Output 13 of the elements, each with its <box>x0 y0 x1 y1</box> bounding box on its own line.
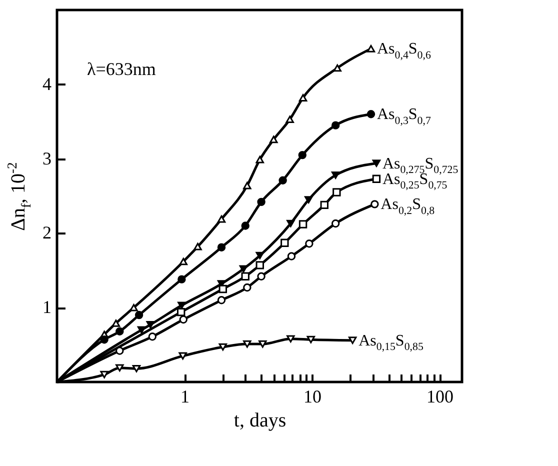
series-label: As$_{0,15}$S$_{0,85}$ <box>358 332 424 354</box>
x-axis-title: t, days <box>234 410 286 432</box>
series-label: As$_{0,4}$S$_{0,6}$ <box>376 40 432 62</box>
y-tick-label: 4 <box>42 74 52 94</box>
x-tick-label: 10 <box>304 386 322 406</box>
y-tick-label: 1 <box>42 297 52 318</box>
y-tick-label: 3 <box>42 148 52 168</box>
annotation: λ=633nm <box>87 59 156 79</box>
series-label: As$_{0,2}$S$_{0,8}$ <box>380 196 436 217</box>
series-label: As$_{0,3}$S$_{0,7}$ <box>376 106 432 127</box>
y-tick-label: 2 <box>42 222 52 243</box>
x-tick-label: 1 <box>180 386 190 406</box>
x-tick-label: 100 <box>426 386 454 406</box>
